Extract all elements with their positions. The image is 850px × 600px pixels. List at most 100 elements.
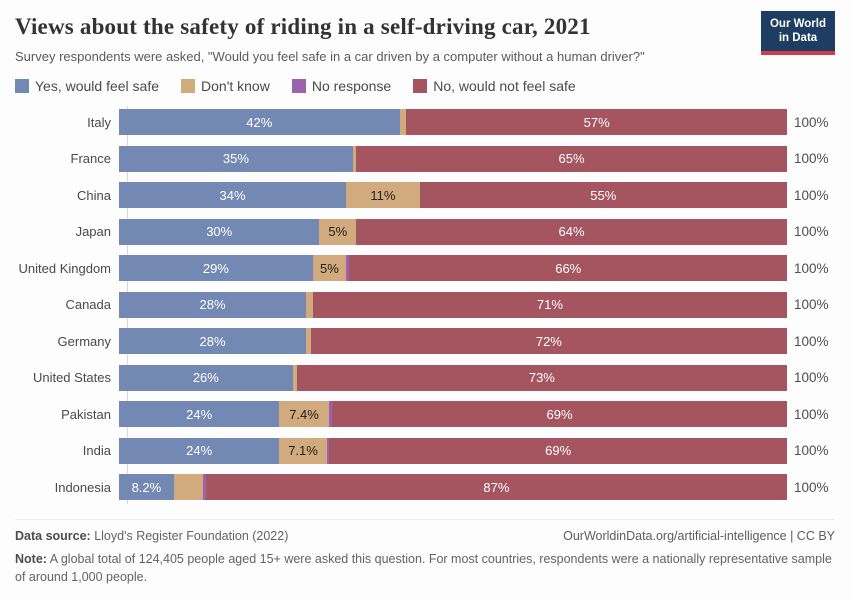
legend-swatch-no	[413, 79, 428, 93]
bar-value-label: 55%	[590, 187, 617, 203]
bar-segment-no[interactable]: 87%	[205, 474, 787, 501]
total-label: 100%	[794, 260, 829, 276]
country-label: France	[70, 151, 111, 167]
chart-row: Canada 28% 71% 100%	[15, 287, 835, 324]
bar-segment-dont-know[interactable]: 5%	[319, 218, 357, 245]
footnote-text: A global total of 124,405 people aged 15…	[15, 551, 832, 584]
bar-segment-yes[interactable]: 28%	[119, 291, 307, 318]
chart-row: United States 26% 73% 100%	[15, 360, 835, 397]
legend-label: Yes, would feel safe	[35, 78, 160, 94]
bar-segment-no[interactable]: 72%	[310, 328, 787, 355]
bar-value-label: 8.2%	[131, 479, 162, 495]
country-label: China	[77, 187, 111, 203]
chart-row: Italy 42% 57% 100%	[15, 104, 835, 141]
footnote: Note: A global total of 124,405 people a…	[15, 550, 835, 586]
bar-segment-yes[interactable]: 29%	[119, 255, 313, 282]
bar-segment-no[interactable]: 73%	[296, 364, 788, 391]
legend-item-no[interactable]: No, would not feel safe	[413, 78, 576, 94]
bar-segment-yes[interactable]: 35%	[119, 145, 353, 172]
owid-logo[interactable]: Our World in Data	[761, 11, 835, 55]
bar-segment-dont-know[interactable]	[352, 145, 357, 172]
legend-swatch-yes	[15, 79, 29, 93]
bar-segment-dont-know[interactable]: 7.4%	[279, 401, 329, 428]
bar-value-label: 69%	[545, 443, 572, 459]
legend-item-dont-know[interactable]: Don't know	[181, 78, 270, 94]
bar-segment-no-response[interactable]	[326, 437, 330, 464]
legend-item-yes[interactable]: Yes, would feel safe	[15, 78, 159, 94]
bar-value-label: 28%	[199, 297, 226, 313]
chart-row: Pakistan 24% 7.4% 69% 100%	[15, 396, 835, 433]
bar-value-label: 24%	[186, 443, 213, 459]
bar-track: 26% 73%	[119, 364, 788, 391]
bar-value-label: 5%	[328, 224, 348, 240]
chart-row: Indonesia 8.2% 87% 100%	[15, 469, 835, 506]
bar-value-label: 11%	[370, 187, 396, 203]
bar-value-label: 24%	[186, 406, 213, 422]
bar-track: 34% 11% 55%	[119, 182, 788, 209]
country-label: Italy	[87, 114, 111, 130]
bar-value-label: 5%	[320, 260, 339, 276]
bar-value-label: 69%	[546, 406, 573, 422]
chart-subtitle: Survey respondents were asked, "Would yo…	[15, 49, 645, 64]
total-label: 100%	[794, 114, 829, 130]
bar-segment-no[interactable]: 69%	[329, 437, 787, 464]
page-title: Views about the safety of riding in a se…	[15, 14, 591, 39]
total-label: 100%	[794, 187, 829, 203]
bar-segment-yes[interactable]: 26%	[119, 364, 293, 391]
legend-swatch-no-response	[291, 79, 306, 93]
bar-segment-yes[interactable]: 34%	[119, 182, 347, 209]
legend-item-no-response[interactable]: No response	[291, 78, 392, 94]
bar-segment-yes[interactable]: 24%	[119, 437, 280, 464]
bar-segment-no[interactable]: 55%	[419, 182, 788, 209]
data-source: Data source: Lloyd's Register Foundation…	[15, 529, 288, 543]
total-label: 100%	[794, 224, 829, 240]
bar-segment-dont-know[interactable]: 5%	[312, 255, 347, 282]
bar-segment-yes[interactable]: 8.2%	[119, 474, 174, 501]
bar-segment-no-response[interactable]	[346, 255, 350, 282]
bar-segment-dont-know[interactable]	[173, 474, 204, 501]
bar-segment-no[interactable]: 66%	[349, 255, 788, 282]
country-label: Germany	[57, 333, 111, 349]
chart-row: Germany 28% 72% 100%	[15, 323, 835, 360]
bar-segment-no-response[interactable]	[328, 401, 333, 428]
bar-track: 42% 57%	[119, 109, 788, 136]
legend-label: No response	[311, 78, 392, 94]
bar-segment-dont-know[interactable]	[399, 109, 407, 136]
bar-value-label: 42%	[246, 114, 273, 130]
bar-value-label: 65%	[558, 151, 585, 167]
bar-segment-no[interactable]: 65%	[356, 145, 787, 172]
bar-segment-dont-know[interactable]	[306, 328, 311, 355]
legend: Yes, would feel safe Don't know No respons…	[15, 78, 835, 94]
bar-segment-yes[interactable]: 28%	[119, 328, 307, 355]
bar-segment-dont-know[interactable]	[292, 364, 297, 391]
bar-value-label: 28%	[199, 333, 226, 349]
header: Views about the safety of riding in a se…	[15, 11, 835, 64]
bar-segment-yes[interactable]: 24%	[119, 401, 280, 428]
bar-segment-dont-know[interactable]	[306, 291, 313, 318]
bar-segment-no[interactable]: 64%	[356, 218, 787, 245]
bar-value-label: 64%	[558, 224, 585, 240]
bar-track: 8.2% 87%	[119, 474, 787, 501]
bar-segment-yes[interactable]: 42%	[119, 109, 400, 136]
bar-track: 24% 7.1% 69%	[119, 437, 787, 464]
bar-segment-no[interactable]: 71%	[312, 291, 788, 318]
chart-row: India 24% 7.1% 69% 100%	[15, 433, 835, 470]
bar-value-label: 29%	[202, 260, 229, 276]
bar-segment-yes[interactable]: 30%	[119, 218, 320, 245]
bar-value-label: 35%	[222, 151, 249, 167]
owid-logo-line2: in Data	[778, 32, 818, 45]
bar-value-label: 87%	[483, 479, 510, 495]
bar-value-label: 66%	[555, 260, 582, 276]
owid-url-link[interactable]: OurWorldinData.org/artificial-intelligen…	[563, 528, 835, 543]
bar-value-label: 26%	[192, 370, 219, 386]
bar-segment-no[interactable]: 57%	[406, 109, 788, 136]
bar-track: 30% 5% 64%	[119, 218, 787, 245]
bar-segment-dont-know[interactable]: 11%	[346, 182, 420, 209]
bar-segment-no-response[interactable]	[203, 474, 206, 501]
bar-track: 28% 72%	[119, 328, 787, 355]
bar-track: 28% 71%	[119, 291, 788, 318]
bar-track: 24% 7.4% 69%	[119, 401, 787, 428]
bar-segment-no[interactable]: 69%	[332, 401, 787, 428]
bar-value-label: 57%	[583, 114, 610, 130]
bar-segment-dont-know[interactable]: 7.1%	[279, 437, 327, 464]
